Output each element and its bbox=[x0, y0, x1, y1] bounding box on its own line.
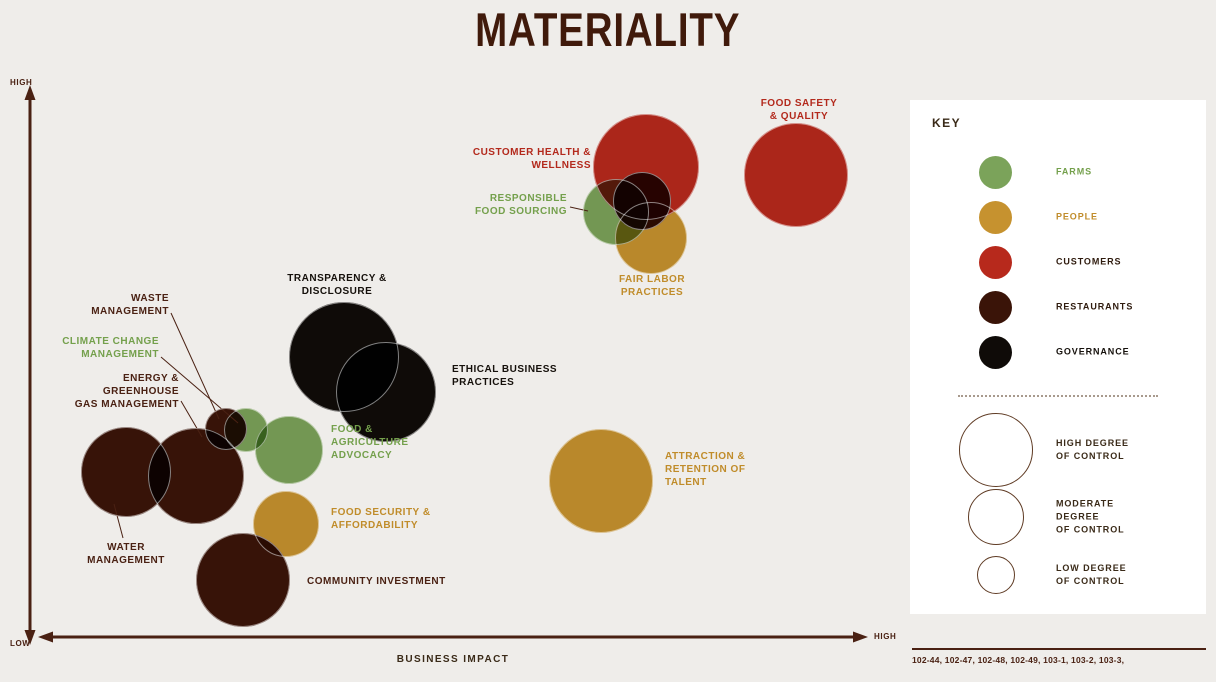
bubble-ring-attraction-retention-talent bbox=[549, 429, 653, 533]
y-axis-low-label: LOW bbox=[10, 639, 31, 648]
leader-line-water-management bbox=[113, 503, 124, 539]
leader-line-energy-greenhouse-gas-management bbox=[180, 400, 203, 438]
label-ethical-business-practices: ETHICAL BUSINESS PRACTICES bbox=[452, 364, 558, 388]
x-axis-title: BUSINESS IMPACT bbox=[396, 654, 510, 665]
bubble-food-security-affordability bbox=[253, 491, 319, 557]
label-food-agriculture-advocacy: FOOD & AGRICULTURE ADVOCACY bbox=[331, 424, 409, 461]
key-swatch-governance bbox=[979, 336, 1012, 369]
footer-gri-refs: 102-44, 102-47, 102-48, 102-49, 103-1, 1… bbox=[912, 655, 1125, 665]
label-food-safety-quality: FOOD SAFETY & QUALITY bbox=[760, 98, 838, 122]
bubble-attraction-retention-talent bbox=[549, 429, 653, 533]
x-axis-left-arrow-icon bbox=[38, 631, 53, 643]
key-label-farms: FARMS bbox=[1056, 166, 1092, 177]
bubble-ring-responsible-food-sourcing bbox=[583, 179, 649, 245]
x-axis-right-arrow-icon bbox=[853, 631, 868, 643]
bubble-waste-management bbox=[205, 408, 247, 450]
label-customer-health-wellness: CUSTOMER HEALTH & WELLNESS bbox=[472, 147, 591, 171]
bubble-food-agriculture-advocacy bbox=[255, 416, 323, 484]
label-fair-labor-practices: FAIR LABOR PRACTICES bbox=[618, 274, 686, 298]
label-responsible-food-sourcing: RESPONSIBLE FOOD SOURCING bbox=[474, 193, 567, 217]
bubble-ring-customer-cluster-unlabeled bbox=[613, 172, 671, 230]
key-panel: KEY FARMS PEOPLE CUSTOMERS RESTAURANTS GOVER… bbox=[910, 100, 1206, 614]
key-size-circle-2 bbox=[977, 556, 1015, 594]
label-energy-greenhouse-gas-management: ENERGY & GREENHOUSE GAS MANAGEMENT bbox=[74, 373, 179, 410]
key-label-restaurants: RESTAURANTS bbox=[1056, 301, 1134, 312]
key-swatch-farms bbox=[979, 156, 1012, 189]
bubble-ring-customer-health-wellness bbox=[593, 114, 699, 220]
leader-line-responsible-food-sourcing bbox=[569, 206, 589, 212]
bubble-ring-ethical-business-practices bbox=[336, 342, 436, 442]
leader-line-waste-management bbox=[170, 312, 220, 420]
key-divider bbox=[958, 395, 1158, 397]
x-axis-high-label: HIGH bbox=[874, 632, 897, 641]
footer-rule bbox=[912, 648, 1206, 650]
bubble-energy-greenhouse-gas-management bbox=[148, 428, 244, 524]
bubble-ethical-business-practices bbox=[336, 342, 436, 442]
bubble-ring-energy-greenhouse-gas-management bbox=[148, 428, 244, 524]
label-community-investment: COMMUNITY INVESTMENT bbox=[307, 576, 446, 587]
bubble-ring-transparency-disclosure bbox=[289, 302, 399, 412]
label-climate-change-management: CLIMATE CHANGE MANAGEMENT bbox=[62, 336, 159, 360]
bubble-ring-food-agriculture-advocacy bbox=[255, 416, 323, 484]
label-transparency-disclosure: TRANSPARENCY & DISCLOSURE bbox=[287, 273, 387, 297]
bubble-ring-fair-labor-practices bbox=[615, 202, 687, 274]
label-waste-management: WASTE MANAGEMENT bbox=[91, 293, 169, 317]
bubble-responsible-food-sourcing bbox=[583, 179, 649, 245]
bubble-water-management bbox=[81, 427, 171, 517]
label-attraction-retention-talent: ATTRACTION & RETENTION OF TALENT bbox=[665, 451, 746, 488]
bubble-ring-waste-management bbox=[205, 408, 247, 450]
key-label-customers: CUSTOMERS bbox=[1056, 256, 1122, 267]
key-size-label-1: MODERATE DEGREE OF CONTROL bbox=[1056, 498, 1125, 535]
bubble-ring-food-safety-quality bbox=[744, 123, 848, 227]
bubble-food-safety-quality bbox=[744, 123, 848, 227]
bubble-transparency-disclosure bbox=[289, 302, 399, 412]
bubble-customer-cluster-unlabeled bbox=[613, 172, 671, 230]
bubble-community-investment bbox=[196, 533, 290, 627]
key-swatch-people bbox=[979, 201, 1012, 234]
bubble-ring-food-security-affordability bbox=[253, 491, 319, 557]
y-axis-high-label: HIGH bbox=[10, 78, 33, 87]
key-size-circle-0 bbox=[959, 413, 1033, 487]
bubble-climate-change-management bbox=[224, 408, 268, 452]
key-label-people: PEOPLE bbox=[1056, 211, 1098, 222]
bubble-fair-labor-practices bbox=[615, 202, 687, 274]
label-water-management: WATER MANAGEMENT bbox=[87, 542, 165, 566]
bubble-ring-climate-change-management bbox=[224, 408, 268, 452]
key-swatch-restaurants bbox=[979, 291, 1012, 324]
key-title: KEY bbox=[932, 116, 962, 130]
bubble-customer-health-wellness bbox=[593, 114, 699, 220]
key-label-governance: GOVERNANCE bbox=[1056, 346, 1130, 357]
bubble-ring-water-management bbox=[81, 427, 171, 517]
key-categories: FARMS PEOPLE CUSTOMERS RESTAURANTS GOVERNANC… bbox=[910, 100, 1206, 614]
key-swatch-customers bbox=[979, 246, 1012, 279]
key-size-label-0: HIGH DEGREE OF CONTROL bbox=[1056, 437, 1129, 461]
key-size-label-2: LOW DEGREE OF CONTROL bbox=[1056, 562, 1127, 586]
page-title: MATERIALITY bbox=[0, 2, 1216, 57]
leader-line-climate-change-management bbox=[160, 356, 239, 424]
key-size-circle-1 bbox=[968, 489, 1024, 545]
y-axis-top-arrow-icon bbox=[24, 85, 36, 100]
label-food-security-affordability: FOOD SECURITY & AFFORDABILITY bbox=[331, 507, 431, 531]
page-title-text: MATERIALITY bbox=[475, 3, 741, 56]
bubble-ring-community-investment bbox=[196, 533, 290, 627]
key-sizes: HIGH DEGREE OF CONTROL MODERATE DEGREE OF… bbox=[910, 100, 1206, 614]
